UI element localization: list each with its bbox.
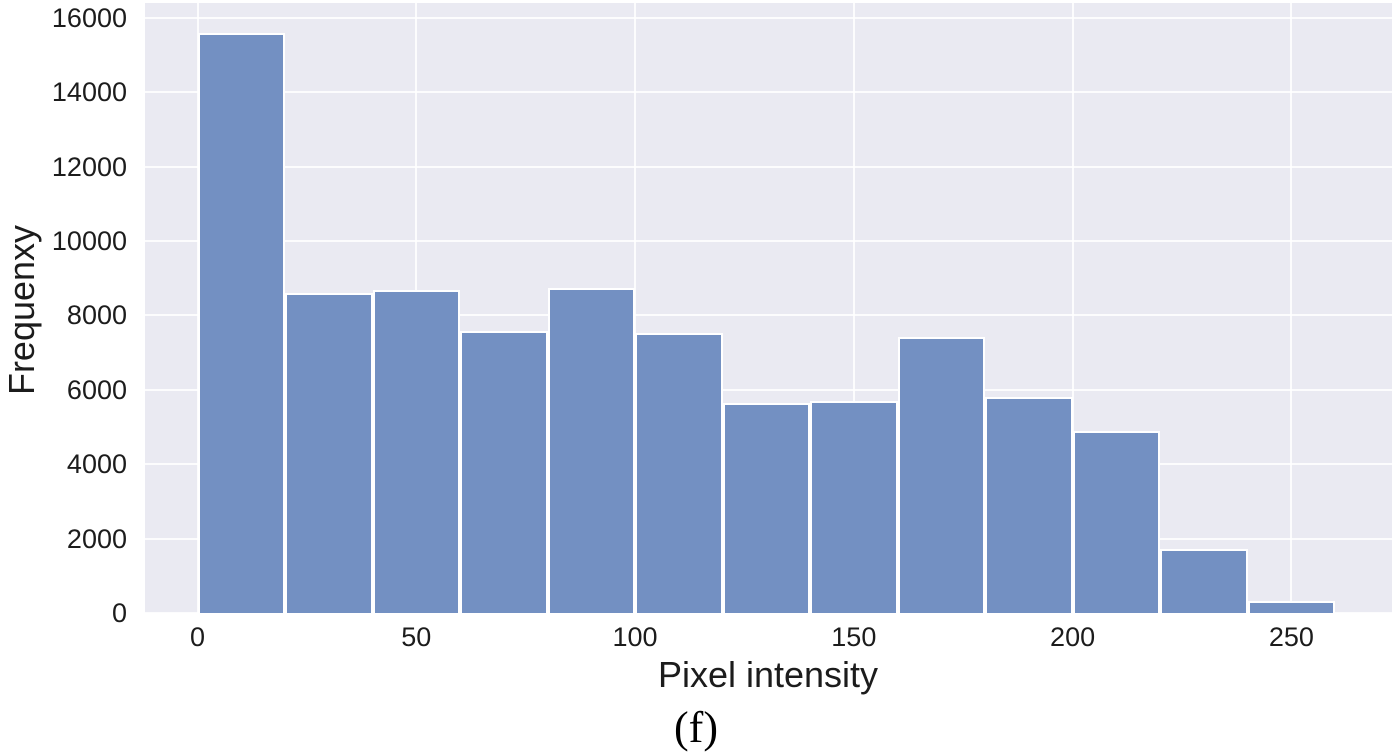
histogram-bar	[372, 290, 461, 613]
x-gridline	[852, 3, 855, 613]
plot-area	[145, 3, 1392, 614]
histogram-bar	[460, 331, 548, 613]
y-gridline	[145, 612, 1392, 614]
y-gridline	[145, 314, 1392, 317]
histogram-bar	[285, 293, 373, 613]
histogram-bar	[547, 287, 636, 613]
y-tick-label: 4000	[66, 449, 127, 480]
x-tick-label: 200	[1050, 622, 1096, 652]
y-tick-label: 16000	[51, 2, 127, 33]
y-tick-label: 6000	[66, 374, 127, 405]
y-gridline	[145, 16, 1392, 19]
y-tick-label: 8000	[66, 300, 127, 331]
x-gridline	[1290, 3, 1293, 613]
x-tick-label: 0	[189, 622, 206, 652]
histogram-bar	[197, 32, 285, 613]
histogram-bar	[635, 332, 723, 613]
x-gridline	[1071, 3, 1074, 613]
x-tick-label: 150	[831, 622, 877, 652]
histogram-bar	[810, 400, 898, 613]
histogram-bar	[1160, 548, 1248, 613]
histogram-bar	[1247, 601, 1336, 613]
histogram-bar	[985, 397, 1073, 613]
y-gridline	[145, 165, 1392, 168]
y-tick-label: 2000	[66, 523, 127, 554]
x-tick-label: 250	[1268, 622, 1314, 652]
histogram-bar	[897, 337, 986, 613]
y-tick-label: 12000	[51, 151, 127, 182]
y-gridline	[145, 388, 1392, 391]
x-axis-label: Pixel intensity	[657, 654, 879, 695]
y-gridline	[145, 91, 1392, 94]
x-gridline	[634, 3, 637, 613]
y-tick-label: 14000	[51, 77, 127, 108]
y-tick-label: 10000	[51, 226, 127, 257]
histogram-bar	[722, 403, 811, 613]
y-tick-label: 0	[111, 598, 127, 628]
x-tick-label: 100	[612, 622, 658, 652]
figure-caption: (f)	[674, 703, 718, 752]
histogram-bar	[1072, 430, 1161, 613]
x-tick-label: 50	[401, 622, 432, 652]
y-gridline	[145, 240, 1392, 243]
